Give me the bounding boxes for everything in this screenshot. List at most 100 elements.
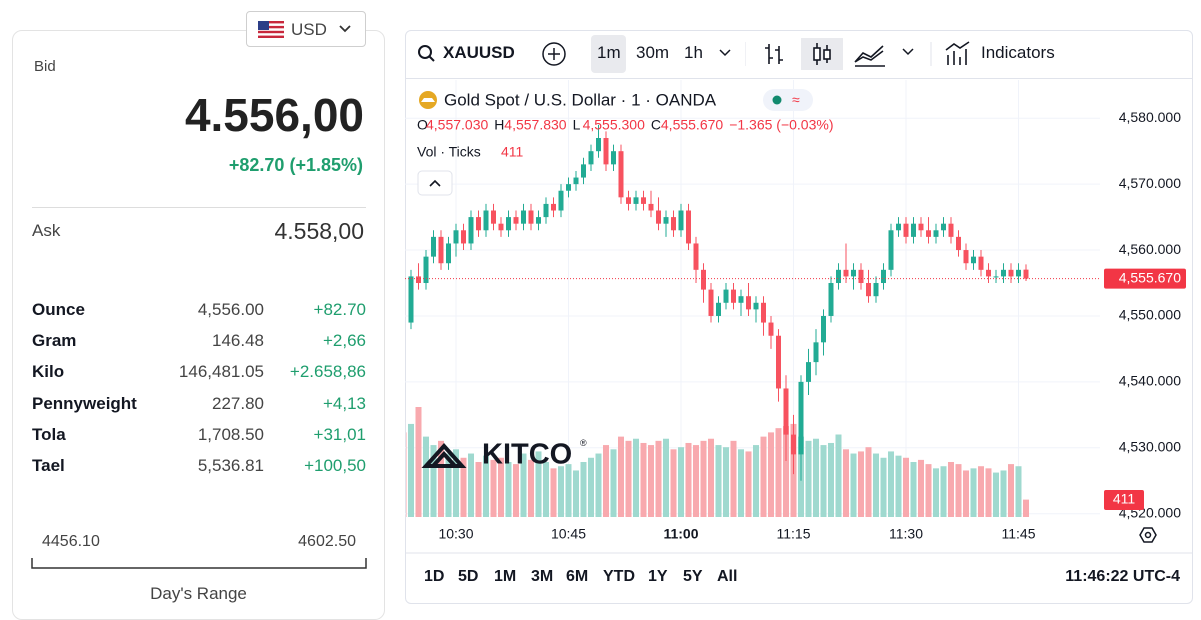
volume-label: Vol · Ticks [417,144,481,160]
range-button[interactable]: 1D [424,568,445,585]
chevron[interactable] [718,48,732,58]
y-tick-label: 4,570.000 [1119,175,1181,191]
volume-bar [513,464,519,517]
range-button[interactable]: All [717,568,738,585]
volume-bar [850,453,857,517]
candle-body [753,302,759,310]
search-icon[interactable] [417,44,437,64]
candle-body [431,236,436,257]
unit-name: Kilo [32,362,65,382]
range-low: 4456.10 [42,533,100,550]
candle-body [813,342,819,363]
candle-body [821,315,826,343]
candle-body [963,250,969,264]
range-button[interactable]: 1M [494,568,517,585]
volume-bar [963,470,969,517]
range-button[interactable]: 3M [531,568,554,585]
volume-bar [678,447,684,517]
volume-bar [535,451,542,517]
ohlc-change: −1.365 (−0.03%) [729,117,833,133]
bid-value: 4.556,00 [184,89,364,141]
active-style-bg [801,38,843,70]
chevron[interactable] [902,48,914,56]
watermark-mark: ® [580,438,587,448]
range-button[interactable]: 6M [566,568,589,585]
range-button[interactable]: 5Y [683,568,703,585]
volume-bar [880,457,887,517]
volume-bar [498,457,504,517]
indicators-icon[interactable] [945,41,970,65]
candle-body [716,302,721,316]
candle-body [791,434,796,455]
range-button[interactable]: 1Y [648,568,668,585]
volume-axis-label: 411 [1113,491,1136,507]
candle-body [761,302,766,323]
y-tick-label: 4,560.000 [1119,241,1181,257]
range-button[interactable]: 5D [458,568,479,585]
volume-bar [835,434,842,517]
settings-icon[interactable] [1139,527,1157,543]
volume-bar [865,447,872,517]
candle-body [566,184,571,191]
candle-body [708,289,714,316]
unit-price: 4,556.00 [197,300,264,319]
unit-price: 146,481.05 [178,362,264,382]
candle-body [731,289,736,303]
volume-bar [805,440,812,517]
ohlc-value: 4,555.670 [661,117,723,133]
range-button[interactable]: YTD [603,568,635,585]
candle-body [641,197,646,204]
interval[interactable]: 1h [684,43,703,62]
indicators[interactable]: Indicators [981,43,1055,62]
y-tick-label: 4,540.000 [1119,373,1181,389]
volume-bar [858,451,864,517]
volume-bar [708,438,714,517]
y-tick-label: 4,530.000 [1119,438,1181,454]
volume-bar [715,445,722,517]
volume-bar [453,449,459,517]
volume-bar [873,453,879,517]
candle-body [903,223,909,237]
candle-body [663,217,669,224]
volume-bar [423,436,429,517]
ohlc-key: C [651,117,661,133]
volume-bar [760,436,767,517]
volume-bar [475,462,482,517]
candle-body [536,217,541,224]
volume-bar [918,459,924,517]
interval[interactable]: 1m [597,43,621,62]
volume-bar [528,459,534,517]
candle-style[interactable] [813,43,831,65]
candle-body [1001,269,1006,277]
volume-bar [505,462,512,517]
candle-body [933,230,939,237]
last-price-box [1104,268,1186,289]
volume-bar [700,440,707,517]
clock: 11:46:22 UTC-4 [1065,568,1180,585]
candle-body [693,243,699,270]
volume-bar [1023,499,1029,517]
compare-button[interactable] [541,41,567,67]
candle-body [476,217,481,231]
chevron [339,25,351,33]
symbol[interactable]: XAUUSD [443,43,515,62]
unit-change: +2,66 [322,331,366,351]
volume-bar [543,462,549,517]
candle-body [873,283,879,297]
interval[interactable]: 30m [636,43,670,62]
candle-body [618,151,624,198]
volume-bar [940,466,947,517]
candle-body [1008,269,1014,277]
candle-body [843,269,849,277]
bar-style[interactable] [765,44,783,64]
toolbar-icons [745,38,970,70]
unit-price: 227.80 [212,393,264,413]
currency-select[interactable]: USD [246,11,366,47]
collapse-button[interactable] [417,170,453,196]
volume-bar [468,453,474,517]
candle-body [686,210,691,244]
candle-body [513,217,519,224]
area-style[interactable] [854,45,885,67]
candle-body [678,210,684,231]
volume-bar [520,453,527,517]
